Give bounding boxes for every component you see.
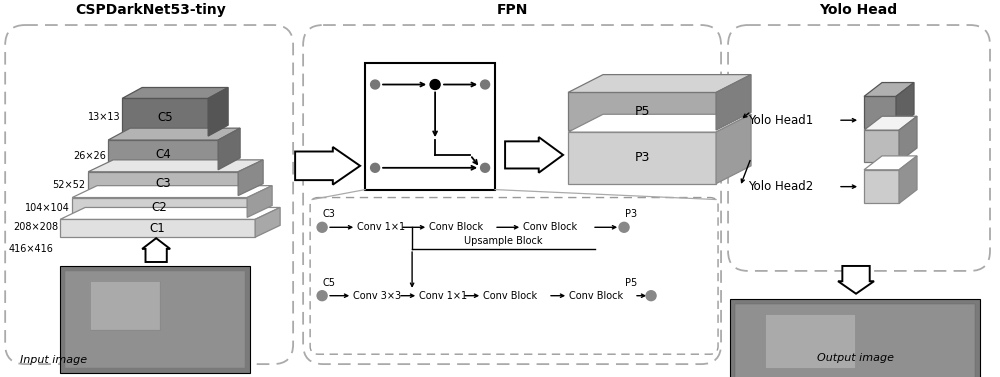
- Polygon shape: [864, 83, 914, 97]
- Polygon shape: [108, 128, 240, 140]
- Polygon shape: [716, 75, 751, 130]
- Bar: [60, 266, 250, 373]
- Polygon shape: [122, 87, 228, 98]
- Bar: [365, 63, 495, 190]
- Polygon shape: [88, 172, 238, 196]
- Text: C2: C2: [152, 201, 168, 214]
- Polygon shape: [108, 140, 218, 170]
- Text: 26×26: 26×26: [73, 151, 106, 161]
- Circle shape: [646, 291, 656, 301]
- Polygon shape: [122, 98, 208, 136]
- Polygon shape: [568, 75, 751, 92]
- Polygon shape: [208, 87, 228, 136]
- Polygon shape: [505, 137, 563, 173]
- Text: C5: C5: [157, 111, 173, 124]
- Polygon shape: [295, 147, 360, 185]
- Text: 208×208: 208×208: [13, 222, 58, 232]
- Polygon shape: [864, 170, 899, 204]
- Polygon shape: [896, 83, 914, 128]
- Circle shape: [619, 222, 629, 232]
- Circle shape: [371, 163, 380, 172]
- Bar: [765, 314, 855, 368]
- Bar: [735, 303, 975, 377]
- Text: Conv 3×3: Conv 3×3: [353, 291, 401, 301]
- Polygon shape: [899, 156, 917, 204]
- Text: Conv 1×1: Conv 1×1: [357, 222, 405, 232]
- Text: Upsample Block: Upsample Block: [464, 236, 542, 246]
- Bar: [90, 281, 160, 330]
- Bar: [90, 281, 160, 330]
- Text: 416×416: 416×416: [8, 244, 53, 254]
- Polygon shape: [255, 207, 280, 237]
- Circle shape: [317, 291, 327, 301]
- Text: Conv Block: Conv Block: [523, 222, 577, 232]
- Circle shape: [317, 222, 327, 232]
- Text: 13×13: 13×13: [88, 112, 120, 122]
- Text: Conv 1×1: Conv 1×1: [419, 291, 467, 301]
- Polygon shape: [60, 207, 280, 219]
- Text: P5: P5: [625, 278, 637, 288]
- Text: Yolo Head2: Yolo Head2: [748, 180, 813, 193]
- Polygon shape: [716, 114, 751, 184]
- Text: Input image: Input image: [20, 355, 87, 365]
- Polygon shape: [568, 92, 716, 130]
- Text: P5: P5: [634, 105, 650, 118]
- Polygon shape: [238, 160, 263, 196]
- Polygon shape: [568, 132, 716, 184]
- Text: 104×104: 104×104: [25, 204, 70, 213]
- Polygon shape: [88, 160, 263, 172]
- Polygon shape: [899, 116, 917, 162]
- Polygon shape: [218, 128, 240, 170]
- Text: Conv Block: Conv Block: [483, 291, 537, 301]
- Circle shape: [430, 80, 440, 89]
- Text: P3: P3: [634, 152, 650, 164]
- Bar: [65, 271, 245, 368]
- Text: Conv Block: Conv Block: [569, 291, 623, 301]
- Circle shape: [481, 163, 490, 172]
- Polygon shape: [568, 114, 751, 132]
- Text: C3: C3: [322, 209, 335, 219]
- Text: Yolo Head: Yolo Head: [819, 3, 897, 17]
- Text: Output image: Output image: [817, 353, 894, 363]
- Text: FPN: FPN: [496, 3, 528, 17]
- Polygon shape: [142, 238, 170, 262]
- Text: C4: C4: [155, 149, 171, 161]
- Polygon shape: [72, 185, 272, 198]
- Polygon shape: [864, 116, 917, 130]
- Text: C3: C3: [155, 177, 171, 190]
- Polygon shape: [247, 185, 272, 218]
- Polygon shape: [72, 198, 247, 218]
- Text: Yolo Head1: Yolo Head1: [748, 114, 813, 127]
- Text: 52×52: 52×52: [52, 180, 85, 190]
- Bar: [730, 299, 980, 377]
- Polygon shape: [60, 219, 255, 237]
- Polygon shape: [864, 130, 899, 162]
- Polygon shape: [864, 156, 917, 170]
- Circle shape: [481, 80, 490, 89]
- Text: C1: C1: [150, 222, 166, 235]
- Text: CSPDarkNet53-tiny: CSPDarkNet53-tiny: [75, 3, 226, 17]
- Text: Conv Block: Conv Block: [429, 222, 483, 232]
- Text: P3: P3: [625, 209, 637, 219]
- Polygon shape: [864, 97, 896, 128]
- Circle shape: [371, 80, 380, 89]
- Text: C5: C5: [322, 278, 335, 288]
- Polygon shape: [838, 266, 874, 294]
